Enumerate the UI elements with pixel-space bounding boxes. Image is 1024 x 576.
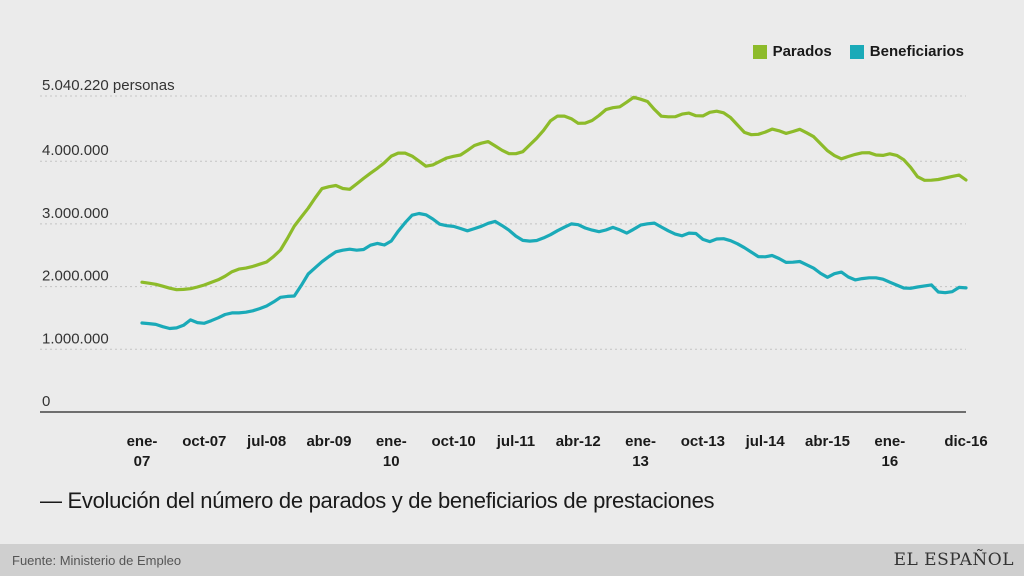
x-tick-label-line: ene- <box>127 433 158 450</box>
y-tick-label: 2.000.000 <box>42 268 109 285</box>
brand-logo: EL ESPAÑOL <box>893 550 1014 570</box>
x-tick-label-line: ene- <box>376 433 407 450</box>
y-tick-label: 4.000.000 <box>42 142 109 159</box>
legend-item-beneficiarios: Beneficiarios <box>849 43 964 60</box>
x-tick-label-line: oct-07 <box>182 433 226 450</box>
x-tick-label-line: abr-15 <box>805 433 850 450</box>
x-tick-label: oct-07 <box>182 433 226 450</box>
x-tick-label: jul-08 <box>246 433 286 450</box>
legend-swatch-beneficiarios <box>849 44 864 59</box>
legend-label-beneficiarios: Beneficiarios <box>869 43 964 60</box>
x-tick-label: dic-16 <box>944 433 987 450</box>
x-tick-label: oct-10 <box>432 433 476 450</box>
x-tick-label-line: jul-14 <box>745 433 786 450</box>
series-line-parados <box>140 95 968 292</box>
x-axis-labels: ene- 07 oct-07 jul-08 abr-09 ene- 10 oct-10 jul-… <box>127 433 988 470</box>
x-tick-label-line: dic-16 <box>944 433 987 450</box>
x-tick-label-line: 10 <box>383 453 400 470</box>
x-tick-label: abr-12 <box>556 433 601 450</box>
x-tick-label: abr-09 <box>306 433 351 450</box>
y-axis-labels: 0 1.000.000 2.000.000 3.000.000 4.000.000 5.0… <box>42 77 175 410</box>
x-tick-label: jul-14 <box>745 433 786 450</box>
x-tick-label-line: oct-13 <box>681 433 725 450</box>
x-tick-label-line: ene- <box>874 433 905 450</box>
footer: Fuente: Ministerio de Empleo EL ESPAÑOL <box>0 544 1024 576</box>
title-dash: — <box>40 488 62 513</box>
y-tick-label: 0 <box>42 393 50 410</box>
y-tick-label: 5.040.220 personas <box>42 77 175 94</box>
y-tick-label: 1.000.000 <box>42 330 109 347</box>
x-tick-label: ene- 13 <box>625 433 656 470</box>
legend: Parados Beneficiarios <box>752 43 964 60</box>
x-tick-label-line: jul-08 <box>246 433 286 450</box>
x-tick-label-line: 16 <box>881 453 898 470</box>
title-text: Evolución del número de parados y de ben… <box>67 488 715 513</box>
x-tick-label: ene- 07 <box>127 433 158 470</box>
x-tick-label-line: 07 <box>134 453 151 470</box>
x-tick-label-line: 13 <box>632 453 649 470</box>
chart-title: — Evolución del número de parados y de b… <box>40 488 715 514</box>
chart: 0 1.000.000 2.000.000 3.000.000 4.000.000 5.0… <box>40 77 988 470</box>
x-tick-label: jul-11 <box>496 433 535 450</box>
legend-item-parados: Parados <box>752 43 832 60</box>
x-tick-label-line: abr-09 <box>306 433 351 450</box>
x-tick-label: oct-13 <box>681 433 725 450</box>
x-tick-label-line: oct-10 <box>432 433 476 450</box>
gridlines <box>40 95 966 350</box>
y-tick-label: 3.000.000 <box>42 205 109 222</box>
x-tick-label: ene- 16 <box>874 433 905 470</box>
series-lines <box>140 95 968 331</box>
legend-label-parados: Parados <box>772 43 832 60</box>
x-tick-label-line: ene- <box>625 433 656 450</box>
series-line-beneficiarios <box>140 211 968 331</box>
x-tick-label: abr-15 <box>805 433 850 450</box>
x-tick-label-line: jul-11 <box>496 433 535 450</box>
legend-swatch-parados <box>752 44 767 59</box>
x-tick-label: ene- 10 <box>376 433 407 470</box>
source-text: Fuente: Ministerio de Empleo <box>12 553 182 568</box>
x-tick-label-line: abr-12 <box>556 433 601 450</box>
